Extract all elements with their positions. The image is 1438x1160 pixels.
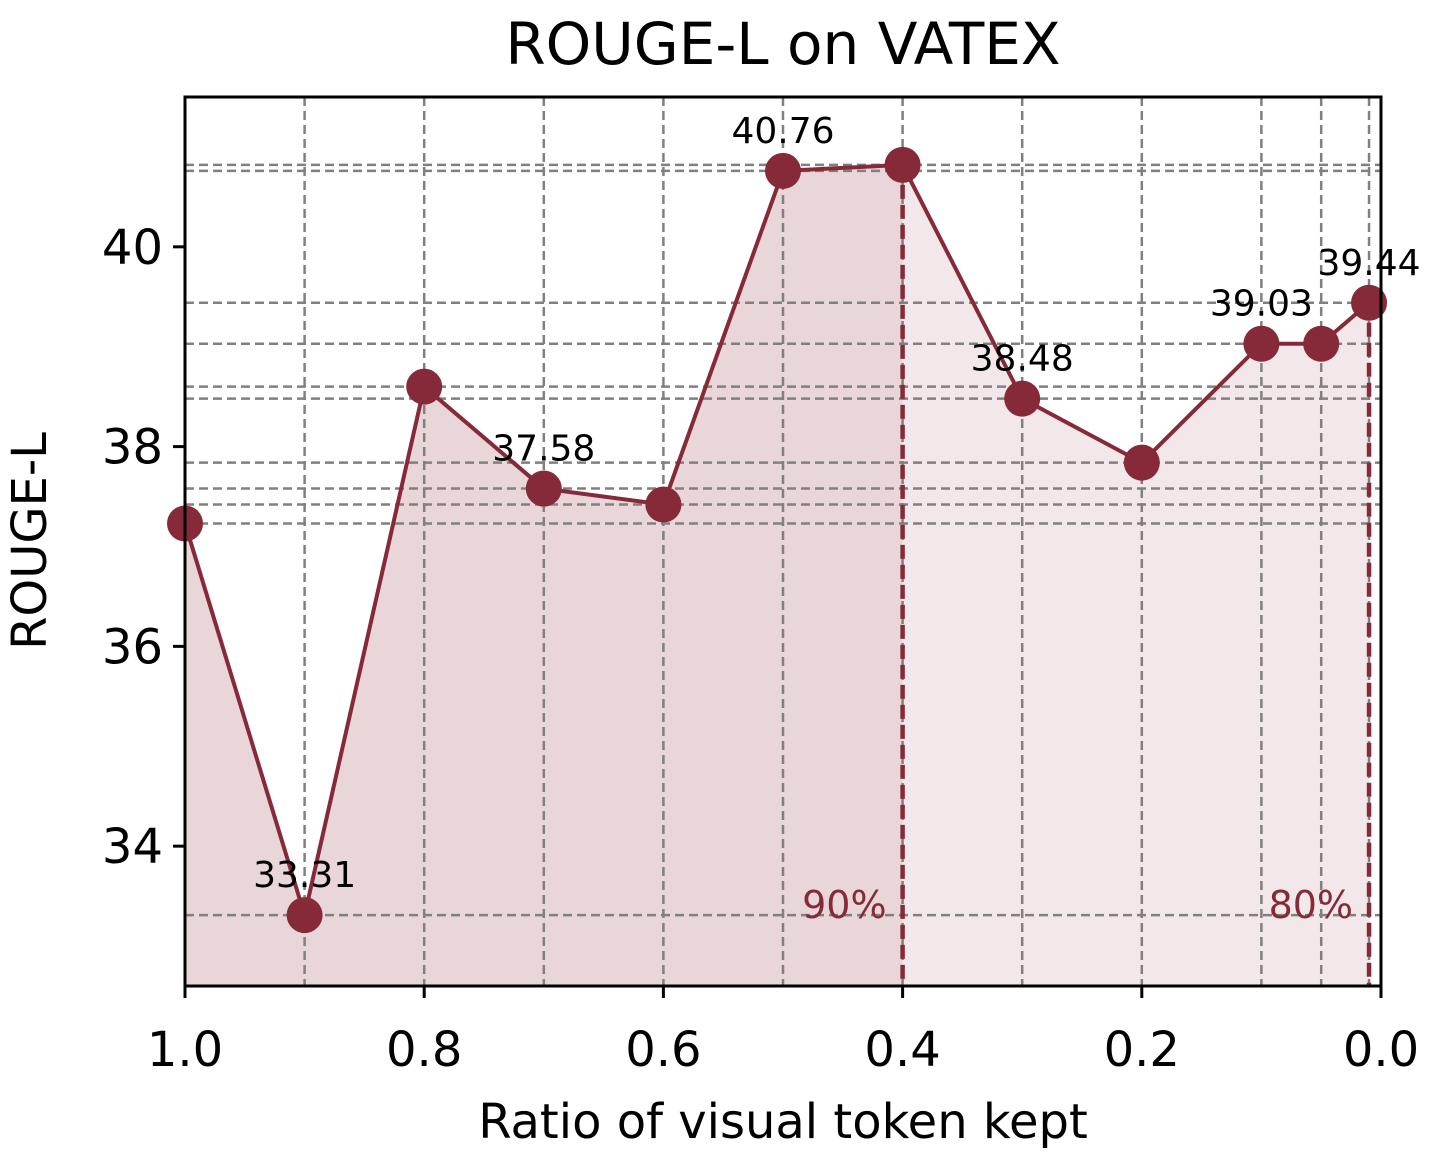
data-label-3: 37.58	[492, 429, 595, 470]
data-point-2	[406, 368, 443, 405]
data-point-8	[1123, 444, 1160, 481]
data-label-1: 33.31	[253, 855, 356, 896]
y-axis-label: ROUGE-L	[2, 432, 58, 650]
data-point-6	[884, 146, 921, 183]
x-tick-label-2: 0.6	[625, 1022, 701, 1078]
data-label-11: 39.44	[1318, 243, 1421, 284]
x-tick-label-0: 1.0	[147, 1022, 223, 1078]
data-point-10	[1303, 325, 1340, 362]
reference-label-2: 80%	[1269, 883, 1353, 927]
x-tick-label-3: 0.4	[864, 1022, 940, 1078]
data-series	[167, 146, 1388, 934]
y-tick-label-1: 36	[102, 619, 163, 675]
shaded-region-2	[902, 164, 1370, 987]
x-tick-label-4: 0.2	[1104, 1022, 1180, 1078]
y-tick-label-0: 34	[102, 819, 163, 875]
data-label-7: 38.48	[971, 339, 1074, 380]
data-point-3	[525, 470, 562, 507]
data-label-5: 40.76	[731, 111, 834, 152]
data-point-1	[286, 897, 323, 934]
data-point-4	[645, 486, 682, 523]
plot-frame	[183, 95, 1383, 988]
data-point-7	[1004, 380, 1041, 417]
x-tick-label-1: 0.8	[386, 1022, 462, 1078]
data-point-11	[1351, 284, 1388, 321]
reference-lines: 90% 80%	[802, 164, 1372, 986]
grid-lines	[183, 97, 1381, 986]
data-label-9: 39.03	[1210, 284, 1313, 325]
fill-areas	[185, 164, 1370, 987]
data-point-5	[765, 152, 801, 189]
axis-ticks: 1.0 0.8 0.6 0.4 0.2 0.0 34 36 38 40	[102, 220, 1419, 1078]
y-tick-label-3: 40	[102, 220, 163, 276]
data-point-9	[1243, 325, 1280, 362]
x-axis-label: Ratio of visual token kept	[478, 1094, 1088, 1150]
y-tick-label-2: 38	[102, 420, 163, 476]
reference-label-1: 90%	[802, 883, 886, 927]
chart-title: ROUGE-L on VATEX	[505, 10, 1060, 78]
x-tick-label-5: 0.0	[1343, 1022, 1419, 1078]
